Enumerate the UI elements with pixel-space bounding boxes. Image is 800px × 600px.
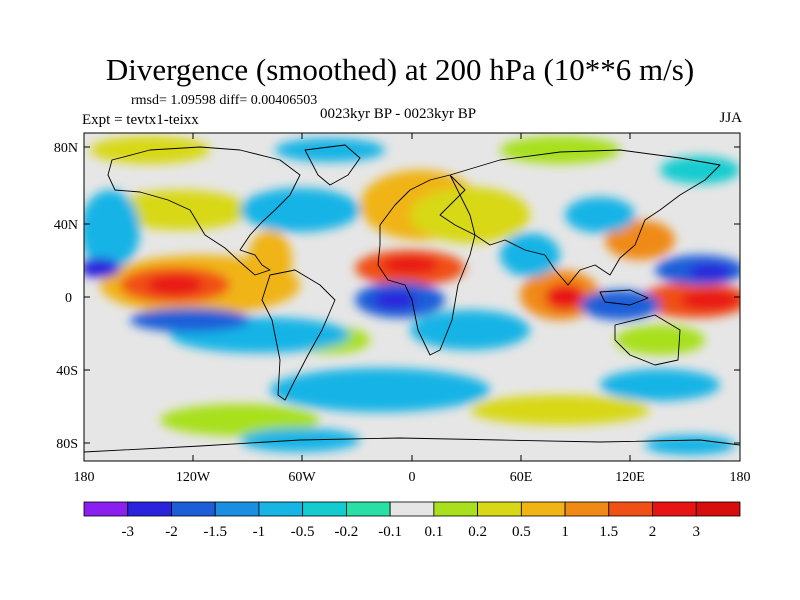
lon-tick-label: 60E xyxy=(510,470,533,485)
colorbar-swatch xyxy=(127,501,172,517)
map-plot-area xyxy=(84,133,740,461)
colorbar-label: -2 xyxy=(165,524,178,540)
colorbar-swatch xyxy=(564,501,610,517)
season-label: JJA xyxy=(719,110,742,126)
lat-tick-label: 40N xyxy=(54,218,78,233)
coastlines xyxy=(84,144,740,453)
colorbar-swatch xyxy=(652,501,697,517)
colorbar-label: -0.5 xyxy=(291,524,315,540)
colorbar-swatch xyxy=(258,501,304,517)
colorbar-swatch xyxy=(302,501,347,517)
colorbar-swatch xyxy=(171,501,216,517)
colorbar-label: 0.2 xyxy=(468,524,487,540)
colorbar-swatch xyxy=(214,501,260,517)
colorbar-label: 0.5 xyxy=(512,524,531,540)
colorbar-swatch xyxy=(83,501,129,517)
colorbar: -3 -2 -1.5 -1 -0.5 -0.2 -0.1 0.1 0.2 0.5 1 1.5 2 3 xyxy=(83,501,741,540)
period-label: 0023kyr BP - 0023kyr BP xyxy=(320,106,477,122)
lon-tick-label: 120E xyxy=(615,470,645,485)
lon-tick-label: 60W xyxy=(288,470,316,485)
lat-tick-label: 40S xyxy=(56,364,78,379)
lon-axis: 180 120W 60W 0 60E 120E 180 xyxy=(74,133,751,485)
divergence-field xyxy=(84,136,740,455)
figure-title: Divergence (smoothed) at 200 hPa (10**6 … xyxy=(105,52,695,87)
colorbar-swatch xyxy=(520,501,566,517)
colorbar-swatch xyxy=(389,501,435,517)
colorbar-label: 1.5 xyxy=(599,524,618,540)
colorbar-label: 0.1 xyxy=(424,524,443,540)
colorbar-label: 2 xyxy=(649,524,657,540)
colorbar-swatch xyxy=(345,501,391,517)
lon-tick-label: 180 xyxy=(730,470,751,485)
colorbar-label: 3 xyxy=(693,524,701,540)
experiment-label: Expt = tevtx1-teixx xyxy=(82,112,199,128)
lon-tick-label: 0 xyxy=(409,470,416,485)
colorbar-label: -0.2 xyxy=(335,524,359,540)
lon-tick-label: 120W xyxy=(176,470,211,485)
lat-tick-label: 80S xyxy=(56,437,78,452)
colorbar-swatch xyxy=(433,501,478,517)
lon-tick-label: 180 xyxy=(74,470,95,485)
colorbar-label: -1.5 xyxy=(203,524,227,540)
colorbar-label: -3 xyxy=(121,524,134,540)
lat-tick-label: 80N xyxy=(54,141,78,156)
colorbar-swatch xyxy=(608,501,653,517)
colorbar-label: 1 xyxy=(561,524,569,540)
colorbar-label: -0.1 xyxy=(378,524,402,540)
colorbar-swatch xyxy=(695,501,741,517)
lat-axis: 80N 40N 0 40S 80S xyxy=(54,141,740,452)
rmsd-diff-stats: rmsd= 1.09598 diff= 0.00406503 xyxy=(131,93,318,108)
colorbar-label: -1 xyxy=(253,524,266,540)
colorbar-swatch xyxy=(477,501,522,517)
lat-tick-label: 0 xyxy=(65,291,72,306)
